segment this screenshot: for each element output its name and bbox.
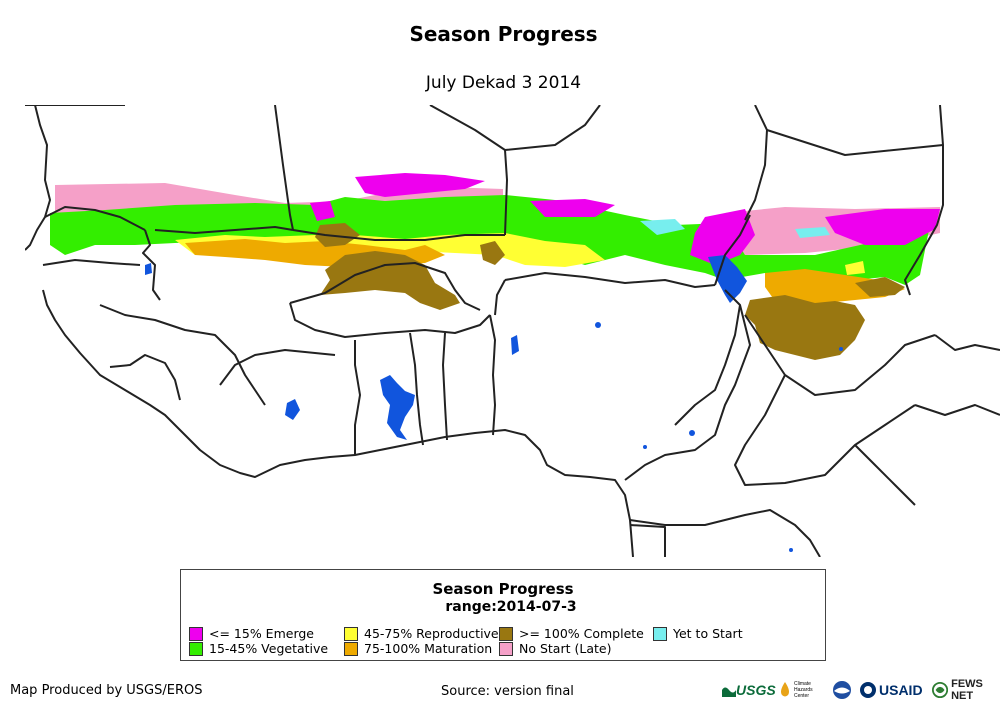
- border-chad-east: [904, 145, 944, 296]
- usgs-logo: USGS: [722, 678, 776, 702]
- emerge-region-3: [690, 209, 755, 265]
- legend-label-emerge: <= 15% Emerge: [209, 626, 314, 641]
- border-cameroon: [624, 304, 751, 481]
- reservoir-3: [643, 445, 647, 449]
- border-nigeria-north: [494, 279, 506, 316]
- legend-range: range:2014-07-3: [445, 599, 577, 615]
- lake-kossou: [285, 399, 300, 420]
- raindrop-icon: [781, 682, 789, 697]
- border-mali-southwest: [154, 226, 294, 234]
- reservoir-5: [789, 548, 793, 552]
- complete-region-2: [320, 251, 460, 310]
- lake-volta: [380, 375, 415, 440]
- logo-strip: USGS Climate Hazards Center USAID FEWS N…: [722, 678, 1002, 702]
- emerge-region-2: [530, 199, 615, 217]
- country-borders: [25, 105, 1000, 557]
- border-senegal-mali: [142, 229, 161, 301]
- legend-title: Season Progress: [432, 580, 574, 598]
- map-subtitle: July Dekad 3 2014: [425, 73, 582, 93]
- usaid-seal-icon: [860, 682, 876, 698]
- complete-region-5: [855, 277, 905, 297]
- border-ghana-east: [409, 332, 424, 446]
- season-progress-map: [25, 105, 1000, 557]
- border-niger-nigeria: [504, 272, 716, 288]
- border-gambia: [42, 259, 141, 266]
- legend-swatch-emerge: [189, 627, 203, 641]
- reservoir-2: [689, 430, 695, 436]
- legend-label-yet-to-start: Yet to Start: [673, 626, 743, 641]
- legend-label-complete: >= 100% Complete: [519, 626, 644, 641]
- source-text: Source: version final: [441, 684, 574, 699]
- border-cote-divoire-west: [219, 349, 336, 386]
- border-guinea: [99, 304, 266, 406]
- lake-chad: [708, 255, 747, 303]
- kainji-lake: [511, 335, 519, 355]
- border-mauritania-senegal: [44, 206, 146, 231]
- legend-label-reproductive: 45-75% Reproductive: [364, 626, 499, 641]
- legend-item-no-start: No Start (Late): [499, 642, 611, 656]
- legend-item-complete: >= 100% Complete: [499, 627, 644, 641]
- legend-item-maturation: 75-100% Maturation: [344, 642, 492, 656]
- chc-logo: Climate Hazards Center: [779, 678, 827, 702]
- coastline: [25, 105, 634, 557]
- border-gabon-congo: [629, 509, 821, 557]
- noaa-logo: [832, 678, 856, 702]
- season-progress-layer: [50, 173, 940, 360]
- border-chad-nigeria: [674, 289, 741, 426]
- legend-swatch-reproductive: [344, 627, 358, 641]
- complete-region-4: [745, 295, 865, 360]
- yet-to-start-region-2: [795, 227, 830, 238]
- legend-item-reproductive: 45-75% Reproductive: [344, 627, 499, 641]
- border-togo-benin: [442, 332, 448, 441]
- legend-swatch-no-start: [499, 642, 513, 656]
- emerge-region-1: [355, 173, 485, 197]
- border-mali-niger: [292, 229, 505, 241]
- legend-item-emerge: <= 15% Emerge: [189, 627, 314, 641]
- fews-globe-icon: [932, 681, 949, 699]
- water-bodies: [145, 255, 843, 552]
- noaa-seal-icon: [833, 681, 851, 699]
- border-chad-car: [744, 314, 936, 396]
- legend-label-maturation: 75-100% Maturation: [364, 641, 493, 656]
- legend-item-yet-to-start: Yet to Start: [653, 627, 743, 641]
- border-cote-divoire-east: [354, 340, 361, 455]
- border-car-south: [734, 374, 916, 486]
- reservoir-4: [839, 347, 843, 351]
- complete-region-1: [315, 223, 360, 247]
- map-title: Season Progress: [409, 22, 598, 46]
- border-sierra-leone: [109, 354, 181, 401]
- border-mali-burkina: [289, 262, 481, 311]
- legend-swatch-complete: [499, 627, 513, 641]
- legend-panel: Season Progress range:2014-07-3 <= 15% E…: [180, 569, 826, 661]
- legend-label-no-start: No Start (Late): [519, 641, 612, 656]
- border-eq-guinea: [629, 524, 666, 557]
- usaid-logo: USAID: [859, 678, 929, 702]
- legend-swatch-vegetative: [189, 642, 203, 656]
- border-algeria-niger: [504, 105, 601, 151]
- emerge-region-5: [310, 201, 335, 221]
- lake-manantali: [145, 263, 152, 275]
- border-benin-nigeria: [489, 314, 496, 436]
- legend-swatch-yet-to-start: [653, 627, 667, 641]
- reservoir-1: [595, 322, 601, 328]
- complete-region-3: [480, 241, 505, 265]
- produced-by-text: Map Produced by USGS/EROS: [10, 683, 203, 698]
- border-niger-chad: [714, 214, 751, 286]
- border-niger-libya: [744, 105, 768, 221]
- border-ssudan: [914, 404, 1000, 416]
- border-burkina-south: [289, 302, 491, 338]
- legend-item-vegetative: 15-45% Vegetative: [189, 642, 328, 656]
- border-chad-libya: [766, 105, 944, 156]
- border-drc: [854, 444, 916, 506]
- usgs-wave-icon: [722, 687, 736, 697]
- legend-label-vegetative: 15-45% Vegetative: [209, 641, 329, 656]
- yet-to-start-region-1: [640, 219, 685, 235]
- legend-swatch-maturation: [344, 642, 358, 656]
- fews-net-logo: FEWS NET: [932, 678, 1002, 702]
- reproductive-region-east: [845, 261, 865, 275]
- border-sudan: [934, 334, 1000, 351]
- emerge-region-4: [825, 209, 940, 245]
- border-mauritania-mali: [274, 105, 294, 231]
